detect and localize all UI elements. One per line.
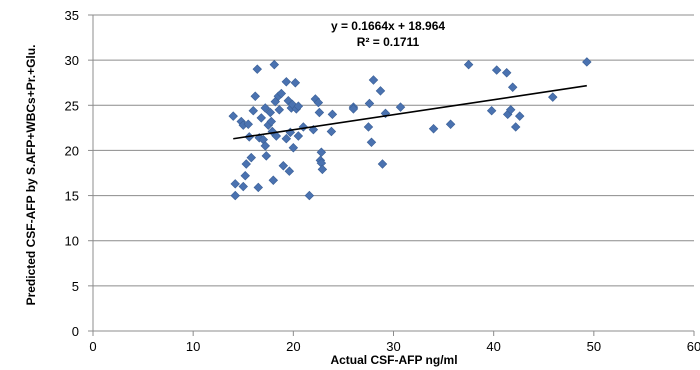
data-point-50 [314,107,325,118]
data-point-70 [486,105,497,116]
y-axis-title: Predicted CSF-AFP by S.AFP+WBCs+Pr.+Glu. [24,45,38,306]
data-points [228,57,592,201]
data-point-40 [288,142,299,153]
data-point-67 [428,124,439,134]
data-point-78 [548,92,558,102]
x-tick-label-6: 60 [687,339,700,354]
data-point-28 [271,131,282,141]
axes [92,15,694,332]
data-point-16 [256,113,267,123]
data-point-76 [510,122,521,132]
data-point-22 [265,107,276,118]
data-point-23 [266,116,277,127]
y-tick-label-3: 15 [65,189,79,204]
data-point-32 [278,161,289,171]
data-point-75 [507,82,518,92]
data-point-64 [377,159,388,169]
data-point-66 [395,102,406,112]
x-tick-label-4: 40 [486,339,500,354]
data-point-61 [366,137,377,148]
data-point-74 [505,105,516,115]
data-point-5 [238,181,248,192]
data-point-56 [327,109,338,120]
data-point-34 [281,133,292,144]
data-point-68 [445,119,456,129]
x-tick-label-0: 0 [89,339,96,354]
trendline-r2: R² = 0.1711 [357,35,420,49]
data-point-6 [240,170,250,181]
x-tick-label-5: 50 [587,339,601,354]
data-point-71 [491,65,502,75]
data-point-19 [260,141,271,151]
x-tick-label-2: 20 [286,339,300,354]
data-point-25 [268,175,279,185]
data-point-43 [293,131,304,141]
data-point-13 [252,64,262,74]
trendline-group [233,84,587,140]
data-point-49 [313,97,324,108]
y-tick-label-4: 20 [65,143,79,158]
data-point-12 [250,91,260,101]
data-point-8 [243,119,253,129]
data-point-26 [269,59,280,70]
data-point-46 [304,190,315,201]
data-point-55 [326,126,337,137]
data-point-72 [501,68,512,78]
data-point-10 [246,152,256,163]
x-tick-label-1: 10 [186,339,200,354]
y-tick-label-7: 35 [65,8,79,23]
y-tick-label-2: 10 [65,234,79,249]
data-point-62 [368,75,379,85]
data-point-53 [316,147,327,157]
y-tick-label-5: 25 [65,98,79,113]
data-point-77 [514,111,525,121]
tick-labels: 0 5 10 15 20 25 30 35 0 10 20 30 40 50 60 [65,8,700,354]
data-point-0 [228,111,238,121]
data-point-1 [230,179,240,189]
data-point-31 [276,88,287,99]
data-point-41 [290,77,301,88]
data-point-79 [582,57,592,67]
x-tick-label-3: 30 [386,339,400,354]
grid-lines [93,14,694,287]
data-point-44 [293,101,304,111]
trendline-equation: y = 0.1664x + 18.964 [331,19,445,33]
data-point-20 [261,151,272,161]
data-point-30 [274,105,285,115]
x-axis-title: Actual CSF-AFP ng/ml [330,353,457,367]
data-point-45 [298,122,309,132]
data-point-60 [364,98,375,109]
data-point-7 [241,159,251,169]
y-tick-label-0: 0 [72,324,79,339]
data-point-11 [248,105,258,116]
data-point-14 [253,182,263,193]
data-point-36 [284,166,295,176]
y-tick-label-1: 5 [72,279,79,294]
data-point-2 [230,190,240,201]
y-tick-label-6: 30 [65,53,79,68]
data-point-54 [317,164,328,175]
trendline [233,84,587,140]
data-point-58 [348,104,359,114]
data-point-59 [363,122,374,132]
data-point-63 [375,86,386,96]
data-point-18 [260,103,271,113]
data-point-33 [281,77,292,87]
data-point-69 [463,59,474,70]
